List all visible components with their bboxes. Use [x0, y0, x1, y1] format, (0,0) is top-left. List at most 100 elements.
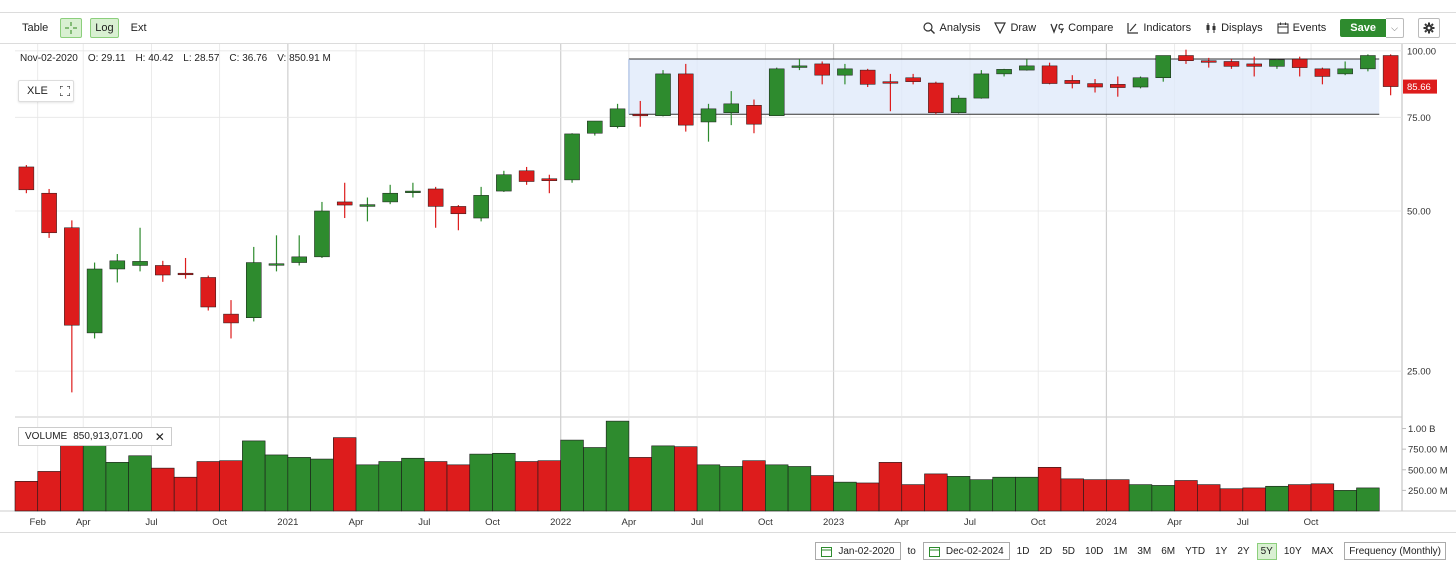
candle-body	[1246, 63, 1262, 67]
expand-icon[interactable]	[59, 86, 70, 96]
volume-tick-label: 500.00 M	[1408, 465, 1448, 476]
candle-body	[973, 73, 990, 99]
x-tick-label: 2023	[823, 517, 844, 528]
period-1y[interactable]: 1Y	[1215, 545, 1228, 557]
candle-body	[723, 103, 739, 113]
candle-body	[1087, 83, 1103, 88]
volume-bar	[1356, 487, 1380, 512]
volume-legend: VOLUME 850,913,071.00 ✕	[18, 427, 172, 446]
period-max[interactable]: MAX	[1311, 545, 1334, 557]
volume-bar	[855, 482, 880, 512]
crosshair-button[interactable]	[60, 18, 83, 38]
frequency-select[interactable]: Frequency (Monthly)	[1344, 542, 1446, 560]
candle-body	[473, 195, 489, 219]
period-1d[interactable]: 1D	[1016, 545, 1030, 557]
candle-body	[427, 188, 444, 207]
period-5d[interactable]: 5D	[1062, 545, 1076, 557]
x-tick-label: Jul	[964, 517, 976, 528]
volume-tick-label: 250.00 M	[1408, 486, 1448, 497]
x-tick-label: 2024	[1096, 517, 1117, 528]
period-10d[interactable]: 10D	[1085, 545, 1104, 557]
volume-bar	[469, 453, 493, 512]
x-tick-label: 2022	[550, 517, 571, 528]
last-price-label: 85.66	[1407, 82, 1431, 93]
volume-bar	[1015, 476, 1039, 512]
volume-bar	[765, 464, 789, 512]
period-5y[interactable]: 5Y	[1256, 542, 1277, 560]
period-10y[interactable]: 10Y	[1283, 545, 1302, 557]
range-controls: Jan-02-2020 to Dec-02-2024 1D 2D 5D 10D …	[815, 542, 1446, 560]
volume-bar	[1242, 487, 1266, 512]
period-6m[interactable]: 6M	[1161, 545, 1176, 557]
to-date-input[interactable]: Dec-02-2024	[922, 542, 1010, 560]
log-scale-button[interactable]: Log	[90, 18, 119, 38]
events-button[interactable]: Events	[1277, 22, 1326, 34]
ohlc-high: H: 40.42	[135, 53, 174, 64]
compare-button[interactable]: Compare	[1050, 22, 1113, 34]
x-tick-label: Oct	[212, 517, 227, 528]
draw-button[interactable]: Draw	[994, 22, 1036, 34]
candle-body	[450, 206, 467, 215]
y-tick-label: 75.00	[1407, 113, 1431, 124]
candle-body	[1200, 60, 1217, 63]
ohlc-readout: Nov-02-2020 O: 29.11 H: 40.42 L: 28.57 C…	[20, 53, 331, 64]
candle-body	[1041, 65, 1058, 84]
toolbar-right: Analysis Draw Compare Indicators Display…	[923, 18, 1440, 38]
period-ytd[interactable]: YTD	[1185, 545, 1206, 557]
volume-bar	[128, 455, 152, 512]
volume-bar	[151, 467, 175, 512]
volume-bar	[1310, 483, 1335, 512]
candle-body	[314, 210, 330, 258]
candle-body	[746, 105, 762, 125]
candle-body	[291, 256, 307, 263]
period-2y[interactable]: 2Y	[1237, 545, 1250, 557]
crosshair-icon	[65, 22, 78, 34]
x-tick-label: Oct	[485, 517, 500, 528]
candle-body	[996, 69, 1012, 75]
volume-bar	[787, 466, 812, 512]
candle-body	[41, 192, 57, 234]
symbol-tag[interactable]: XLE	[18, 80, 74, 102]
candle-body	[950, 97, 967, 113]
candle-body	[132, 261, 148, 266]
settings-button[interactable]	[1418, 18, 1440, 38]
table-button[interactable]: Table	[22, 22, 49, 34]
volume-bar	[969, 479, 994, 512]
candle-body	[86, 268, 103, 334]
x-tick-label: Apr	[349, 517, 364, 528]
volume-bar	[264, 454, 289, 512]
period-2d[interactable]: 2D	[1039, 545, 1053, 557]
candle-body	[700, 108, 717, 123]
candle-body	[1337, 68, 1353, 75]
displays-button[interactable]: Displays	[1205, 22, 1263, 34]
volume-bar	[219, 460, 243, 512]
ohlc-volume: V: 850.91 M	[277, 53, 331, 64]
volume-bar	[833, 481, 857, 512]
candle-body	[928, 82, 944, 113]
period-1m[interactable]: 1M	[1113, 545, 1128, 557]
toolbar-left: Table Log Ext	[18, 18, 151, 38]
ohlc-low: L: 28.57	[183, 53, 220, 64]
volume-bar	[560, 439, 584, 512]
close-icon[interactable]: ✕	[154, 429, 165, 444]
indicators-button[interactable]: Indicators	[1127, 22, 1191, 34]
candle-body	[1178, 55, 1194, 61]
from-date-input[interactable]: Jan-02-2020	[815, 542, 901, 560]
candle-body	[496, 174, 512, 192]
candle-body	[587, 120, 603, 134]
volume-bar	[651, 445, 675, 512]
volume-tick-label: 750.00 M	[1408, 445, 1448, 456]
to-label: to	[907, 545, 916, 557]
save-button[interactable]: Save	[1340, 19, 1386, 37]
save-dropdown[interactable]: ⌵	[1386, 18, 1404, 38]
volume-bar	[423, 461, 448, 512]
candle-body	[18, 166, 35, 191]
candle-body	[609, 108, 626, 127]
gear-icon	[1423, 22, 1435, 34]
candle-body	[541, 178, 558, 181]
period-3m[interactable]: 3M	[1137, 545, 1152, 557]
volume-bar	[378, 461, 402, 512]
analysis-button[interactable]: Analysis	[923, 22, 980, 34]
ext-button[interactable]: Ext	[130, 22, 147, 34]
